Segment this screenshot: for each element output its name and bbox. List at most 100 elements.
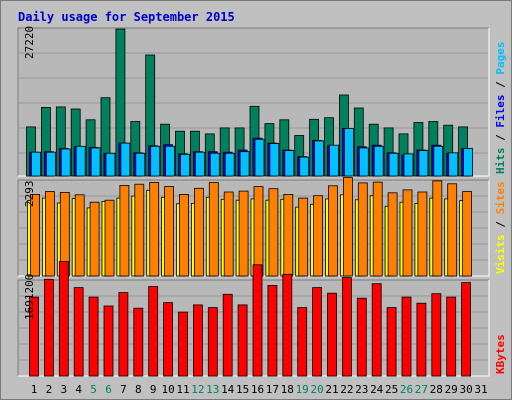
bar-pages-day-27 <box>418 150 429 177</box>
day-label-12: 12 <box>191 383 204 396</box>
bar-kbytes-day-22 <box>341 277 352 377</box>
bar-sites-day-2 <box>45 191 55 277</box>
bar-pages-day-21 <box>329 144 339 177</box>
chart-title: Daily usage for September 2015 <box>18 10 235 24</box>
bar-kbytes-day-8 <box>133 307 144 377</box>
bar-pages-day-20 <box>314 140 325 177</box>
legend-part-3: / <box>494 75 507 95</box>
day-label-17: 17 <box>266 383 279 396</box>
panel2-bars <box>27 177 473 277</box>
day-label-29: 29 <box>445 383 458 396</box>
bar-pages-day-7 <box>120 142 131 177</box>
day-label-9: 9 <box>150 383 157 396</box>
bar-pages-day-30 <box>463 148 474 177</box>
legend-part-4: Pages <box>494 42 507 75</box>
bar-kbytes-day-19 <box>297 307 308 377</box>
bar-pages-day-13 <box>209 152 220 177</box>
bar-sites-day-16 <box>253 186 264 277</box>
panel-bevel-dark <box>17 27 489 176</box>
bar-kbytes-day-2 <box>44 278 54 377</box>
day-label-4: 4 <box>75 383 82 396</box>
day-label-26: 26 <box>400 383 413 396</box>
legend-part-0: Hits <box>494 148 507 175</box>
day-label-30: 30 <box>459 383 472 396</box>
day-label-31: 31 <box>474 383 487 396</box>
bar-sites-day-17 <box>268 188 279 277</box>
day-label-10: 10 <box>161 383 174 396</box>
bar-kbytes-day-21 <box>327 292 337 377</box>
bar-kbytes-day-30 <box>461 282 472 377</box>
bar-kbytes-day-16 <box>252 264 263 377</box>
legend-part-1: / <box>494 214 507 234</box>
bar-pages-day-24 <box>373 145 384 177</box>
bar-kbytes-day-24 <box>371 283 382 377</box>
bar-pages-day-23 <box>358 147 369 177</box>
day-label-16: 16 <box>251 383 264 396</box>
panel-bevel-dark <box>17 279 489 376</box>
bar-kbytes-day-23 <box>356 297 367 377</box>
bar-pages-day-8 <box>135 152 146 177</box>
bar-sites-day-28 <box>432 180 443 277</box>
legend-part-2: Sites <box>494 181 507 214</box>
bar-sites-day-15 <box>238 190 249 277</box>
bar-kbytes-day-18 <box>282 273 293 377</box>
bar-kbytes-day-5 <box>88 296 99 377</box>
day-label-24: 24 <box>370 383 384 396</box>
bar-pages-day-6 <box>105 152 116 177</box>
legend-part-1: / <box>494 128 507 148</box>
bar-sites-day-1 <box>30 193 40 277</box>
panel1-bars <box>26 28 474 177</box>
bar-sites-day-12 <box>193 187 204 277</box>
panel3-bars <box>29 261 472 377</box>
day-label-5: 5 <box>90 383 97 396</box>
bar-kbytes-day-26 <box>401 296 412 377</box>
bar-pages-day-29 <box>448 152 459 177</box>
day-label-11: 11 <box>176 383 189 396</box>
day-label-13: 13 <box>206 383 219 396</box>
bar-pages-day-5 <box>90 147 101 177</box>
legend-part-2: Files <box>494 95 507 128</box>
bar-kbytes-day-28 <box>431 293 442 377</box>
day-label-8: 8 <box>135 383 142 396</box>
day-label-15: 15 <box>236 383 249 396</box>
bar-kbytes-day-12 <box>192 304 203 377</box>
day-label-23: 23 <box>355 383 368 396</box>
bar-pages-day-3 <box>60 148 71 177</box>
bar-kbytes-day-11 <box>178 311 188 377</box>
bar-kbytes-day-3 <box>58 261 69 377</box>
bar-kbytes-day-27 <box>416 302 427 377</box>
day-label-7: 7 <box>120 383 127 396</box>
bar-sites-day-20 <box>313 195 324 277</box>
bar-kbytes-day-1 <box>29 296 39 377</box>
panel1-ymax-label: 27220 <box>23 26 36 59</box>
bar-sites-day-14 <box>223 191 234 277</box>
bar-sites-day-22 <box>342 177 353 277</box>
bar-sites-day-24 <box>372 181 383 277</box>
day-label-22: 22 <box>340 383 353 396</box>
bar-sites-day-7 <box>119 184 130 277</box>
bar-pages-day-18 <box>284 150 295 177</box>
bar-kbytes-day-4 <box>73 287 84 377</box>
bar-pages-day-17 <box>269 143 280 177</box>
bar-sites-day-27 <box>417 191 428 277</box>
panel1-legend: Hits / Files / Pages <box>494 42 507 175</box>
bar-sites-day-5 <box>89 201 100 277</box>
day-label-25: 25 <box>385 383 398 396</box>
bar-sites-day-26 <box>402 189 413 277</box>
kbytes-panel: 1691200 KBytes <box>17 261 507 377</box>
bar-kbytes-day-29 <box>446 296 457 377</box>
panel-bevel-light <box>18 180 490 277</box>
bar-pages-day-11 <box>180 153 190 177</box>
bar-sites-day-8 <box>134 183 145 277</box>
bar-sites-day-4 <box>74 194 85 277</box>
panel-bevel-dark <box>17 179 489 276</box>
bar-sites-day-29 <box>447 183 458 277</box>
bar-sites-day-19 <box>298 197 309 277</box>
hits-files-pages-panel: 27220 Hits / Files / Pages <box>17 26 507 177</box>
bar-sites-day-6 <box>104 199 115 277</box>
legend-part-0: Visits <box>494 234 507 274</box>
day-label-14: 14 <box>221 383 235 396</box>
bar-pages-day-14 <box>224 152 235 177</box>
day-label-20: 20 <box>310 383 323 396</box>
